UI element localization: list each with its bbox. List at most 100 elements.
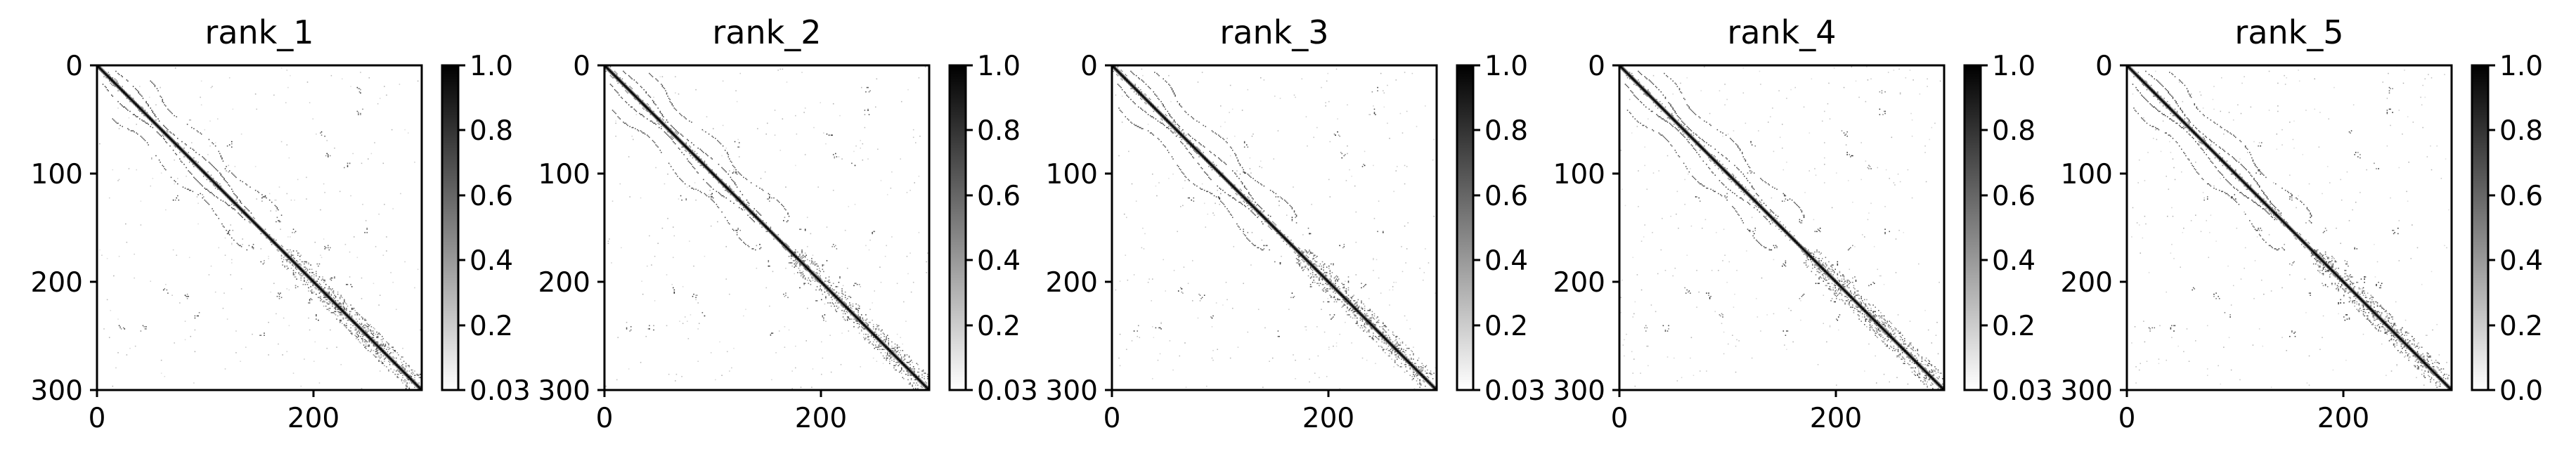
heatmap-cell xyxy=(226,193,228,195)
heatmap-cell xyxy=(351,332,353,334)
heatmap-cell xyxy=(691,154,692,155)
heatmap-cell xyxy=(410,372,413,374)
heatmap-cell xyxy=(148,117,149,119)
heatmap-cell xyxy=(342,305,344,307)
heatmap-cell xyxy=(860,323,861,325)
heatmap-cell xyxy=(888,347,890,349)
heatmap-cell xyxy=(675,131,676,133)
heatmap-cell xyxy=(312,284,313,285)
heatmap-cell xyxy=(252,248,254,249)
heatmap-cell xyxy=(697,148,699,149)
heatmap-cell xyxy=(346,325,347,327)
heatmap-cell xyxy=(782,246,784,247)
heatmap-cell xyxy=(160,130,161,131)
heatmap-cell xyxy=(822,284,824,285)
heatmap-cell xyxy=(919,379,921,381)
heatmap-cell xyxy=(142,120,144,122)
heatmap-cell xyxy=(853,315,855,317)
heatmap-cell xyxy=(722,145,724,147)
heatmap-cell xyxy=(872,333,875,336)
heatmap-cell xyxy=(226,196,227,197)
heatmap-cell xyxy=(304,268,306,271)
heatmap-cell xyxy=(144,115,146,117)
heatmap-cell xyxy=(798,267,800,269)
heatmap-cell xyxy=(814,275,817,278)
heatmap-cell xyxy=(290,256,291,257)
heatmap-cell xyxy=(396,365,397,367)
heatmap-cell xyxy=(254,221,255,223)
heatmap-cell xyxy=(188,190,190,191)
heatmap-cell xyxy=(276,207,278,209)
heatmap-cell xyxy=(924,381,926,383)
heatmap-cell xyxy=(898,359,899,361)
heatmap-cell xyxy=(716,178,718,181)
heatmap-cell xyxy=(393,364,395,365)
heatmap-cell xyxy=(828,293,830,295)
heatmap-cell xyxy=(324,248,325,249)
heatmap-cell xyxy=(687,145,688,147)
heatmap-cell xyxy=(205,159,207,161)
heatmap-cell xyxy=(363,329,365,331)
heatmap-cell xyxy=(212,181,213,183)
heatmap-cell xyxy=(122,92,124,94)
heatmap-cell xyxy=(745,208,746,209)
heatmap-cell xyxy=(645,92,647,94)
heatmap-cell xyxy=(282,246,283,247)
heatmap-cell xyxy=(396,369,399,371)
heatmap-cell xyxy=(705,168,706,169)
heatmap-cell xyxy=(290,260,292,261)
heatmap-cell xyxy=(711,136,713,137)
heatmap-cell xyxy=(190,160,191,162)
heatmap-cell xyxy=(129,98,131,100)
heatmap-cell xyxy=(150,280,151,282)
heatmap-cell xyxy=(261,228,263,229)
heatmap-cell xyxy=(261,230,264,232)
heatmap-cell xyxy=(312,279,313,281)
heatmap-cell xyxy=(912,372,914,374)
heatmap-cell xyxy=(152,120,154,122)
heatmap-cell xyxy=(382,254,384,257)
heatmap-cell xyxy=(230,199,231,201)
colorbar-tick-label: 1.0 xyxy=(470,51,513,82)
heatmap-cell xyxy=(129,110,131,112)
heatmap-cell xyxy=(719,178,720,179)
heatmap-cell xyxy=(894,355,897,358)
heatmap-cell xyxy=(708,184,710,186)
heatmap-cell xyxy=(295,230,297,233)
heatmap-cell xyxy=(261,197,263,199)
heatmap-cell xyxy=(157,126,159,129)
heatmap-cell xyxy=(727,190,728,191)
heatmap-cell xyxy=(250,186,251,188)
heatmap-cell xyxy=(717,206,718,207)
heatmap-cell xyxy=(246,208,248,209)
heatmap-cell xyxy=(400,193,401,195)
heatmap-cell xyxy=(286,253,288,255)
heatmap-cell xyxy=(724,216,726,219)
heatmap-cell xyxy=(693,144,694,145)
heatmap-cell xyxy=(247,216,250,218)
heatmap-cell xyxy=(872,332,874,334)
heatmap-cell xyxy=(186,154,188,155)
heatmap-cell xyxy=(240,202,242,204)
heatmap-cell xyxy=(134,345,136,347)
heatmap-cell xyxy=(160,359,162,361)
heatmap-cell xyxy=(378,356,380,358)
heatmap-cell xyxy=(232,190,234,193)
heatmap-cell xyxy=(384,355,387,357)
heatmap-cell xyxy=(741,239,742,241)
heatmap-cell xyxy=(186,296,188,297)
heatmap-cell xyxy=(651,74,652,77)
heatmap-cell xyxy=(358,114,359,115)
heatmap-cell xyxy=(667,122,668,123)
heatmap-cell xyxy=(245,346,247,348)
heatmap-cell xyxy=(755,214,756,216)
heatmap-cell xyxy=(645,106,647,108)
heatmap-cell xyxy=(879,343,881,345)
heatmap-cell xyxy=(240,207,241,209)
heatmap-cell xyxy=(895,352,897,353)
heatmap-cell xyxy=(332,302,333,304)
heatmap-cell xyxy=(174,67,176,69)
heatmap-cell xyxy=(280,214,283,216)
heatmap-cell xyxy=(250,219,251,221)
heatmap-cell xyxy=(635,128,636,129)
